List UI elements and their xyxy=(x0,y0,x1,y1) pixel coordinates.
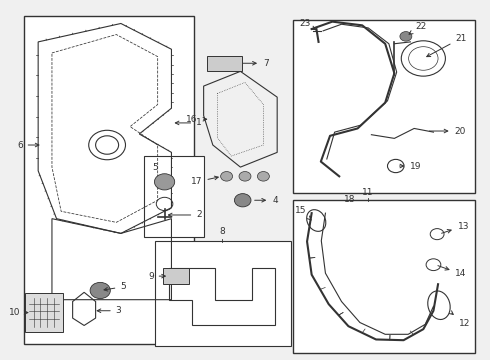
Text: 7: 7 xyxy=(243,59,269,68)
Text: 9: 9 xyxy=(148,271,165,280)
FancyBboxPatch shape xyxy=(144,156,204,237)
FancyBboxPatch shape xyxy=(207,55,242,71)
Circle shape xyxy=(234,194,251,207)
Text: 23: 23 xyxy=(299,19,316,30)
Text: 17: 17 xyxy=(191,176,218,186)
Text: 8: 8 xyxy=(219,228,225,237)
Circle shape xyxy=(239,171,251,181)
FancyBboxPatch shape xyxy=(155,241,291,346)
Circle shape xyxy=(220,171,233,181)
Text: 10: 10 xyxy=(9,308,28,317)
Text: 20: 20 xyxy=(429,126,466,135)
Text: 1: 1 xyxy=(175,118,202,127)
Text: 14: 14 xyxy=(438,266,466,278)
Text: 6: 6 xyxy=(17,140,39,149)
Text: 22: 22 xyxy=(409,22,426,34)
Text: 21: 21 xyxy=(427,34,466,57)
Text: 18: 18 xyxy=(344,195,356,204)
Text: 5: 5 xyxy=(152,163,158,172)
Circle shape xyxy=(154,174,174,190)
FancyBboxPatch shape xyxy=(24,16,195,344)
Text: 11: 11 xyxy=(363,188,374,197)
FancyBboxPatch shape xyxy=(293,200,475,353)
Circle shape xyxy=(90,282,110,298)
Circle shape xyxy=(400,32,412,41)
Text: 5: 5 xyxy=(104,282,126,291)
Text: 19: 19 xyxy=(399,162,422,171)
FancyBboxPatch shape xyxy=(25,293,63,332)
Text: 16: 16 xyxy=(186,115,207,124)
Text: 12: 12 xyxy=(449,311,470,328)
FancyBboxPatch shape xyxy=(163,268,189,284)
Circle shape xyxy=(257,171,270,181)
FancyBboxPatch shape xyxy=(293,20,475,193)
Text: 2: 2 xyxy=(169,211,202,220)
Text: 4: 4 xyxy=(255,196,278,205)
Text: 13: 13 xyxy=(441,221,469,233)
Text: 15: 15 xyxy=(295,206,311,220)
Text: 3: 3 xyxy=(97,306,122,315)
